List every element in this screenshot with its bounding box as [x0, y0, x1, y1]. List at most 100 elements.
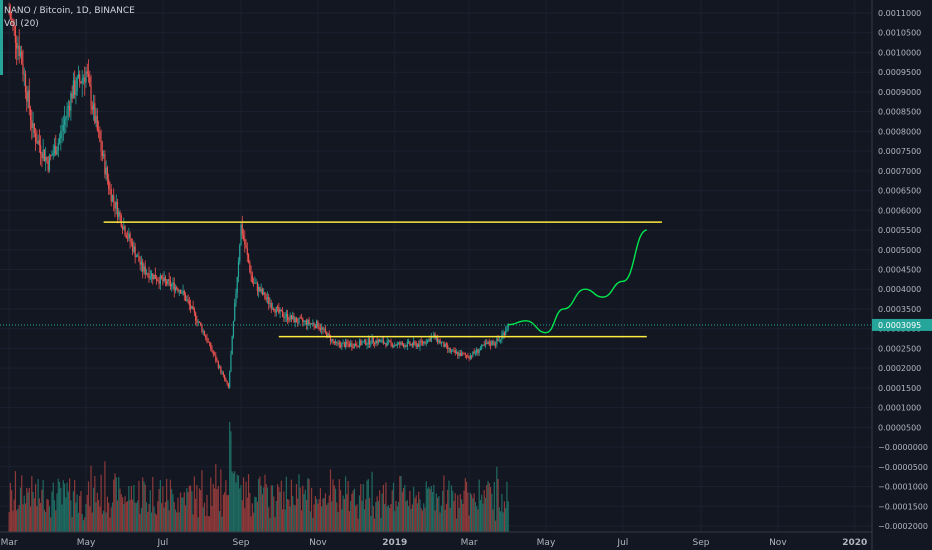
- volume-bar: [411, 504, 414, 532]
- volume-bar: [424, 507, 426, 532]
- volume-bar: [53, 500, 56, 532]
- candle-body: [283, 316, 285, 318]
- candle-body: [66, 107, 68, 117]
- candle-body: [253, 282, 255, 284]
- candle-body: [411, 343, 414, 346]
- candle-body: [256, 282, 258, 292]
- volume-bar: [494, 520, 497, 532]
- candle-body: [23, 73, 25, 75]
- candle-body: [143, 266, 145, 272]
- candle-body: [62, 125, 64, 131]
- volume-bar: [137, 500, 139, 532]
- candle-body: [213, 354, 216, 356]
- candle-body: [225, 379, 227, 382]
- volume-bar: [103, 510, 105, 532]
- volume-bar: [300, 510, 303, 532]
- x-tick-label: Mar: [1, 538, 18, 548]
- volume-bar: [46, 498, 48, 532]
- candle-body: [153, 274, 155, 280]
- volume-bar: [429, 489, 431, 532]
- y-tick-label: 0.0009000: [878, 88, 921, 97]
- candle-body: [162, 278, 164, 282]
- candle-body: [479, 348, 482, 351]
- candle-body: [404, 345, 406, 348]
- volume-bar: [373, 518, 376, 532]
- volume-bar: [41, 489, 43, 532]
- candle-body: [353, 343, 356, 348]
- candle-body: [445, 343, 448, 346]
- volume-bar: [21, 475, 23, 532]
- candle-body: [299, 317, 301, 319]
- candle-body: [195, 312, 197, 321]
- candle-body: [139, 261, 141, 265]
- candle-body: [9, 13, 11, 19]
- candle-body: [128, 233, 130, 239]
- volume-bar: [229, 421, 231, 532]
- volume-bar: [92, 487, 95, 532]
- candle-body: [87, 73, 90, 77]
- volume-bar: [350, 500, 352, 532]
- volume-bar: [38, 498, 40, 532]
- volume-bar: [273, 496, 275, 532]
- volume-bar: [47, 499, 49, 532]
- volume-bar: [442, 490, 444, 532]
- candle-body: [453, 350, 455, 352]
- x-tick-label: 2020: [842, 538, 867, 548]
- candle-body: [386, 340, 388, 346]
- volume-bar: [418, 491, 420, 532]
- volume-bar: [152, 476, 154, 532]
- volume-bar: [419, 499, 421, 532]
- candle-body: [478, 350, 480, 353]
- candle-body: [169, 280, 172, 287]
- candle-body: [80, 81, 82, 84]
- volume-bar: [168, 510, 170, 532]
- volume-bar: [251, 503, 253, 532]
- volume-bar: [386, 506, 388, 532]
- volume-bar: [503, 501, 506, 532]
- volume-bar: [265, 484, 267, 532]
- volume-bar: [450, 485, 453, 532]
- volume-bar: [358, 495, 361, 532]
- volume-bar: [58, 481, 61, 532]
- volume-bar: [255, 497, 257, 532]
- volume-bar: [24, 503, 27, 532]
- volume-bar: [236, 474, 238, 532]
- volume-bar: [421, 510, 424, 532]
- volume-bar: [70, 500, 72, 532]
- volume-bar: [203, 502, 206, 532]
- volume-bar: [95, 502, 97, 532]
- volume-bar: [81, 514, 83, 532]
- candle-body: [182, 290, 184, 294]
- candle-body: [452, 350, 454, 352]
- left-edge-marker: [0, 0, 3, 75]
- volume-bar: [506, 481, 508, 532]
- volume-bar: [140, 507, 143, 532]
- volume-bar: [268, 507, 270, 532]
- candle-body: [505, 330, 507, 335]
- trend-lines: [0, 221, 872, 338]
- volume-bar: [65, 497, 67, 532]
- candle-body: [280, 309, 282, 312]
- y-tick-label: −0.0001500: [878, 502, 928, 511]
- candle-body: [79, 74, 81, 82]
- candle-body: [471, 355, 473, 357]
- candle-body: [190, 304, 192, 309]
- volume-bar: [455, 518, 458, 532]
- volume-bar: [91, 512, 93, 532]
- volume-bar: [8, 512, 10, 532]
- volume-bar: [375, 501, 377, 532]
- candle-body: [414, 341, 416, 343]
- candle-body: [61, 130, 63, 132]
- volume-bar: [16, 510, 18, 532]
- volume-bar: [331, 501, 333, 532]
- volume-bar: [360, 484, 362, 532]
- candle-body: [484, 343, 487, 346]
- volume-bar: [379, 490, 381, 532]
- volume-bar: [428, 486, 430, 532]
- volume-bar: [63, 483, 66, 532]
- volume-bar: [372, 506, 374, 532]
- candle-body: [197, 321, 199, 323]
